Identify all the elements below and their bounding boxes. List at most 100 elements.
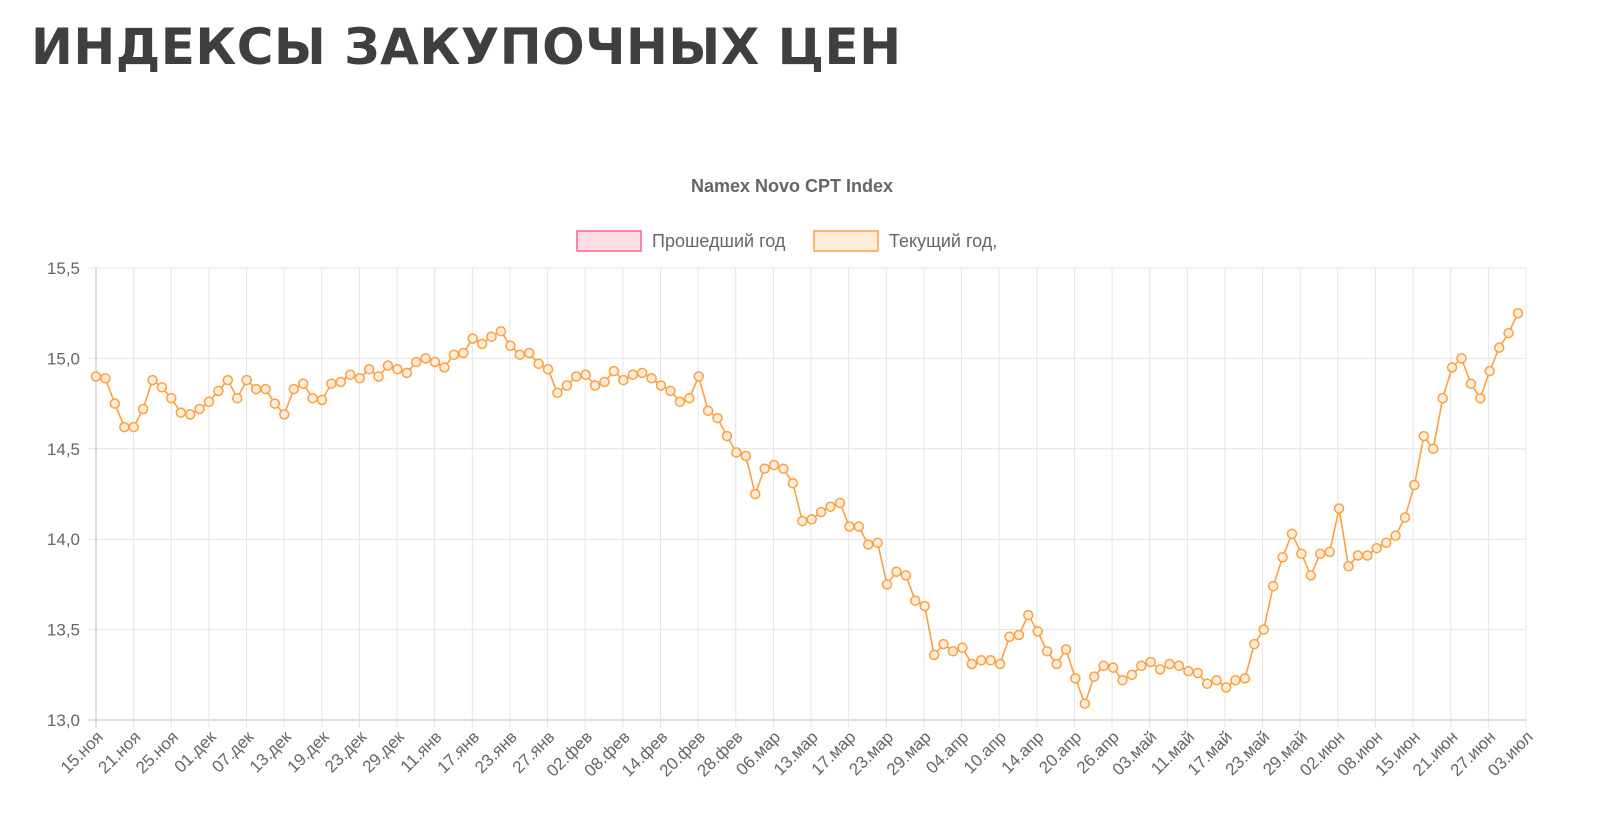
data-point[interactable] <box>552 387 563 399</box>
data-point[interactable] <box>523 347 535 359</box>
data-point[interactable] <box>975 655 987 666</box>
data-point[interactable] <box>1437 392 1448 404</box>
data-point[interactable] <box>194 403 205 415</box>
data-point[interactable] <box>994 658 1006 670</box>
data-point[interactable] <box>815 506 827 518</box>
data-point[interactable] <box>326 378 337 389</box>
data-point[interactable] <box>1060 644 1072 655</box>
data-point[interactable] <box>778 463 789 474</box>
data-point[interactable] <box>128 421 139 433</box>
data-point[interactable] <box>410 356 422 368</box>
data-point[interactable] <box>1230 674 1241 686</box>
data-point[interactable] <box>476 338 488 350</box>
data-point[interactable] <box>213 385 224 397</box>
data-point[interactable] <box>1183 665 1194 677</box>
data-point[interactable] <box>684 392 695 404</box>
data-point[interactable] <box>119 421 130 433</box>
data-point[interactable] <box>1484 365 1495 377</box>
data-point[interactable] <box>222 374 234 386</box>
data-point[interactable] <box>1380 537 1392 549</box>
data-point[interactable] <box>514 349 526 361</box>
data-point[interactable] <box>844 521 855 532</box>
data-point[interactable] <box>373 371 384 382</box>
data-point[interactable] <box>740 450 752 462</box>
data-point[interactable] <box>985 655 996 666</box>
data-point[interactable] <box>1136 660 1147 672</box>
data-point[interactable] <box>345 369 356 380</box>
data-point[interactable] <box>1465 378 1477 389</box>
data-point[interactable] <box>1352 550 1364 561</box>
data-point[interactable] <box>166 392 177 404</box>
data-point[interactable] <box>665 385 676 397</box>
data-point[interactable] <box>297 378 309 389</box>
data-point[interactable] <box>1211 674 1222 686</box>
data-point[interactable] <box>250 383 262 395</box>
data-point[interactable] <box>957 642 968 653</box>
data-point[interactable] <box>749 488 761 500</box>
data-point[interactable] <box>891 566 902 577</box>
data-point[interactable] <box>1390 530 1401 541</box>
data-point[interactable] <box>486 331 497 342</box>
data-point[interactable] <box>307 392 318 404</box>
data-point[interactable] <box>862 539 874 550</box>
data-point[interactable] <box>1023 609 1034 621</box>
data-point[interactable] <box>599 376 610 388</box>
data-point[interactable] <box>768 459 780 471</box>
data-point[interactable] <box>1512 307 1524 319</box>
data-point[interactable] <box>1456 353 1467 364</box>
data-point[interactable] <box>90 371 102 382</box>
data-point[interactable] <box>269 398 281 409</box>
data-point[interactable] <box>1418 430 1430 442</box>
data-point[interactable] <box>1032 626 1043 637</box>
data-point[interactable] <box>702 405 714 417</box>
data-point[interactable] <box>1145 656 1156 668</box>
data-point[interactable] <box>1070 673 1081 684</box>
data-point[interactable] <box>354 373 365 384</box>
data-point[interactable] <box>636 367 648 379</box>
data-point[interactable] <box>881 579 893 590</box>
data-point[interactable] <box>232 392 243 404</box>
data-point[interactable] <box>646 373 657 384</box>
data-point[interactable] <box>288 383 300 395</box>
data-point[interactable] <box>618 374 629 386</box>
data-point[interactable] <box>834 497 846 509</box>
data-point[interactable] <box>1013 629 1025 641</box>
data-point[interactable] <box>439 362 450 373</box>
data-point[interactable] <box>1446 362 1458 373</box>
data-point[interactable] <box>1362 550 1373 561</box>
data-point[interactable] <box>1305 570 1317 581</box>
data-point[interactable] <box>571 371 582 382</box>
data-point[interactable] <box>938 638 949 650</box>
legend-swatch-1[interactable] <box>813 230 879 252</box>
data-point[interactable] <box>1249 638 1260 650</box>
data-point[interactable] <box>1427 443 1439 455</box>
data-point[interactable] <box>1239 673 1251 684</box>
data-point[interactable] <box>1201 678 1213 690</box>
data-point[interactable] <box>1041 646 1053 657</box>
data-point[interactable] <box>1371 542 1382 554</box>
data-point[interactable] <box>627 369 639 380</box>
data-point[interactable] <box>1277 552 1288 563</box>
data-point[interactable] <box>401 367 413 379</box>
data-point[interactable] <box>580 369 591 380</box>
data-point[interactable] <box>1107 662 1119 673</box>
data-point[interactable] <box>1098 660 1109 672</box>
data-point[interactable] <box>1314 548 1326 559</box>
data-point[interactable] <box>109 398 121 409</box>
data-point[interactable] <box>260 383 271 395</box>
data-point[interactable] <box>693 371 704 382</box>
legend-swatch-0[interactable] <box>576 230 642 252</box>
data-point[interactable] <box>392 363 403 375</box>
data-point[interactable] <box>1258 624 1269 635</box>
data-point[interactable] <box>589 380 601 391</box>
data-point[interactable] <box>241 374 252 386</box>
data-point[interactable] <box>1267 580 1279 592</box>
data-point[interactable] <box>429 356 441 368</box>
data-point[interactable] <box>363 363 375 375</box>
data-point[interactable] <box>928 649 940 661</box>
data-point[interactable] <box>1192 667 1204 679</box>
data-point[interactable] <box>156 382 168 393</box>
data-point[interactable] <box>1324 546 1335 558</box>
data-point[interactable] <box>1088 671 1100 682</box>
data-point[interactable] <box>137 403 149 415</box>
